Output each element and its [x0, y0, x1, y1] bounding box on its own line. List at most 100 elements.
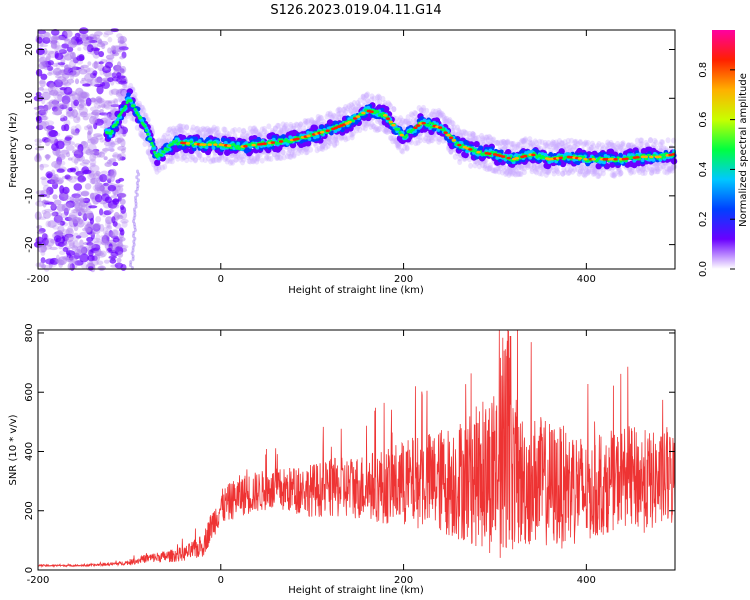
spectrogram-peak-cell: [643, 155, 648, 159]
spectrogram-ridge-cell: [276, 141, 280, 145]
spectrogram-noise-speck: [112, 98, 118, 103]
spectrogram-halo: [197, 152, 203, 159]
spectrogram-noise-speck: [73, 99, 80, 107]
spectrogram-noise-speck: [63, 241, 68, 247]
spectrogram-noise-speck: [63, 103, 68, 107]
spectrogram-peak-cell: [413, 126, 418, 130]
spectrogram-noise-speck: [87, 125, 93, 135]
snr-x-axis-label: Height of straight line (km): [288, 585, 424, 596]
spectrogram-noise-speck: [108, 89, 114, 96]
spectrogram-halo: [120, 91, 126, 98]
spectrogram-halo: [121, 90, 127, 97]
spectrogram-noise-speck: [68, 106, 73, 112]
spectrogram-noise-speck: [35, 236, 44, 245]
spectrogram-noise-speck: [79, 231, 89, 238]
spectrogram-noise-speck: [90, 136, 99, 145]
spectrogram-halo: [247, 158, 253, 165]
spectrogram-y-tick-label: 10: [24, 92, 35, 105]
spectrogram-noise-speck: [110, 88, 120, 95]
spectrogram-noise-speck: [55, 148, 61, 158]
spectrogram-peak-cell: [591, 157, 596, 161]
spectrogram-noise-speck: [53, 235, 62, 243]
snr-plot-area: [38, 330, 675, 570]
spectrogram-noise-speck: [68, 242, 76, 249]
spectrogram-halo: [159, 164, 165, 171]
spectrogram-noise-speck: [67, 157, 73, 161]
spectrogram-halo: [259, 157, 265, 164]
spectrogram-halo: [108, 144, 114, 151]
spectrogram-noise-speck: [65, 145, 75, 151]
spectrogram-halo: [457, 159, 463, 166]
spectrogram-noise-speck: [119, 204, 125, 211]
spectrogram-peak-cell: [468, 148, 473, 151]
spectrogram-noise-speck: [91, 260, 99, 266]
spectrogram-halo: [175, 155, 181, 162]
spectrogram-halo: [230, 159, 236, 166]
spectrogram-noise-speck: [43, 31, 52, 41]
spectrogram-ridge-cell: [193, 136, 199, 142]
spectrogram-halo: [165, 130, 171, 137]
spectrogram-halo: [150, 157, 156, 164]
spectrogram-halo: [391, 106, 397, 113]
spectrogram-noise-speck: [98, 104, 107, 108]
spectrogram-noise-speck: [39, 163, 44, 171]
spectrogram-noise-speck: [84, 73, 94, 83]
spectrogram-halo: [468, 162, 474, 169]
spectrogram-noise-speck: [55, 254, 60, 263]
spectrogram-noise-speck: [110, 251, 119, 257]
spectrogram-halo: [170, 125, 176, 132]
spectrogram-noise-speck: [76, 55, 85, 62]
spectrogram-halo: [156, 166, 162, 173]
spectrogram-peak-cell: [207, 143, 213, 146]
spectrogram-halo: [230, 128, 236, 135]
spectrogram-noise-speck: [63, 64, 71, 70]
spectrogram-y-tick-label: -20: [24, 236, 35, 252]
spectrogram-halo: [167, 126, 173, 133]
spectrogram-halo: [254, 129, 260, 136]
spectrogram-noise-speck: [116, 136, 124, 142]
spectrogram-noise-speck: [56, 218, 65, 226]
spectrogram-noise-speck: [85, 67, 95, 75]
spectrogram-halo: [241, 127, 247, 134]
spectrogram-halo: [107, 113, 113, 120]
spectrogram-noise-speck: [77, 248, 84, 253]
spectrogram-halo: [128, 82, 134, 89]
spectrogram-plot-area: [38, 30, 675, 269]
spectrogram-noise-speck: [54, 87, 60, 97]
spectrogram-halo: [118, 128, 124, 135]
spectrogram-halo: [145, 148, 151, 155]
spectrogram-noise-speck: [63, 86, 73, 95]
spectrogram-halo: [334, 137, 340, 144]
spectrogram-noise-speck: [60, 212, 68, 219]
spectrogram-noise-speck: [85, 212, 94, 219]
spectrogram-ridge-cell: [143, 124, 147, 128]
spectrogram-halo: [249, 158, 255, 165]
spectrogram-noise-speck: [64, 234, 74, 243]
spectrogram-noise-speck: [103, 100, 113, 110]
spectrogram-noise-speck: [81, 77, 86, 82]
spectrogram-noise-speck: [122, 84, 128, 89]
spectrogram-halo: [184, 157, 190, 164]
spectrogram-y-tick-label: 20: [24, 43, 35, 56]
spectrogram-noise-speck: [104, 230, 111, 237]
spectrogram-ridge-cell: [155, 155, 159, 159]
spectrogram-noise-speck: [61, 95, 71, 105]
spectrogram-halo: [648, 137, 654, 144]
spectrogram-noise-speck: [117, 239, 123, 248]
spectrogram-noise-speck: [106, 173, 113, 181]
spectrogram-halo: [618, 169, 624, 176]
spectrogram-halo: [165, 157, 171, 164]
spectrogram-noise-speck: [60, 114, 67, 122]
spectrogram-halo: [660, 139, 666, 146]
spectrogram-peak-cell: [649, 155, 654, 159]
spectrogram-noise-speck: [67, 262, 73, 271]
spectrogram-noise-speck: [76, 245, 87, 255]
spectrogram-halo: [107, 120, 113, 127]
spectrogram-noise-speck: [112, 237, 120, 243]
spectrogram-noise-speck: [111, 170, 117, 176]
spectrogram-noise-speck: [78, 208, 89, 213]
spectrogram-noise-speck: [95, 233, 101, 242]
spectrogram-noise-speck: [38, 139, 43, 144]
spectrogram-halo: [207, 127, 213, 134]
spectrogram-noise-speck: [101, 43, 106, 50]
